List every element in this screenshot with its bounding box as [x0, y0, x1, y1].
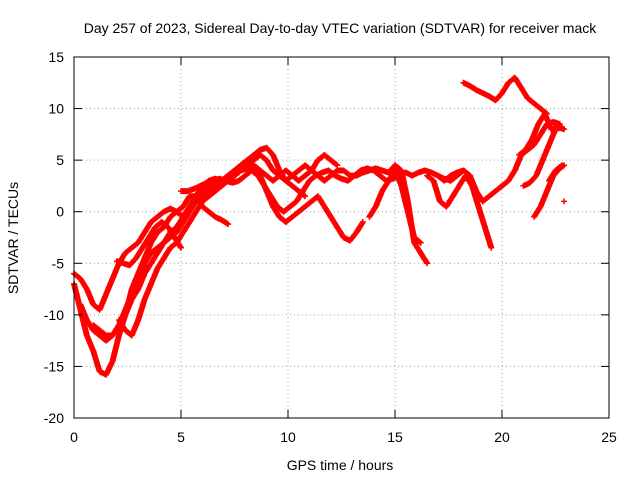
x-tick-label: 0 — [70, 429, 78, 445]
y-axis-label: SDTVAR / TECUs — [5, 182, 21, 294]
y-tick-label: -20 — [44, 410, 64, 426]
data-points — [71, 74, 568, 378]
x-tick-labels: 0 5 10 15 20 25 — [70, 429, 617, 445]
x-tick-label: 10 — [280, 429, 296, 445]
series-track-13 — [520, 124, 565, 189]
track-markers — [520, 124, 565, 189]
plot-frame — [73, 56, 610, 419]
series-track-16 — [561, 198, 568, 205]
axis-ticks — [73, 56, 610, 419]
track-markers — [561, 198, 568, 205]
track-markers — [546, 162, 565, 184]
y-tick-label: -5 — [52, 255, 65, 271]
series-track-8 — [366, 167, 424, 246]
track-markers — [113, 219, 184, 269]
x-tick-label: 20 — [494, 429, 510, 445]
track-markers — [434, 119, 563, 205]
track-markers — [366, 167, 424, 246]
x-axis-label: GPS time / hours — [287, 457, 394, 473]
y-tick-label: 5 — [56, 152, 64, 168]
y-tick-label: 15 — [48, 49, 64, 65]
series-track-15 — [546, 162, 565, 184]
x-tick-label: 15 — [387, 429, 403, 445]
x-tick-label: 5 — [177, 429, 185, 445]
y-tick-labels: -20 -15 -10 -5 0 5 10 15 — [44, 49, 64, 426]
series-track-10 — [434, 119, 563, 205]
y-tick-label: 10 — [48, 101, 64, 117]
series-track-11 — [460, 74, 550, 117]
y-tick-label: 0 — [56, 204, 64, 220]
y-tick-label: -10 — [44, 307, 64, 323]
y-tick-label: -15 — [44, 358, 64, 374]
chart-title: Day 257 of 2023, Sidereal Day-to-day VTE… — [84, 20, 597, 36]
track-markers — [460, 74, 550, 117]
series-track-6 — [113, 219, 184, 269]
x-tick-label: 25 — [601, 429, 617, 445]
